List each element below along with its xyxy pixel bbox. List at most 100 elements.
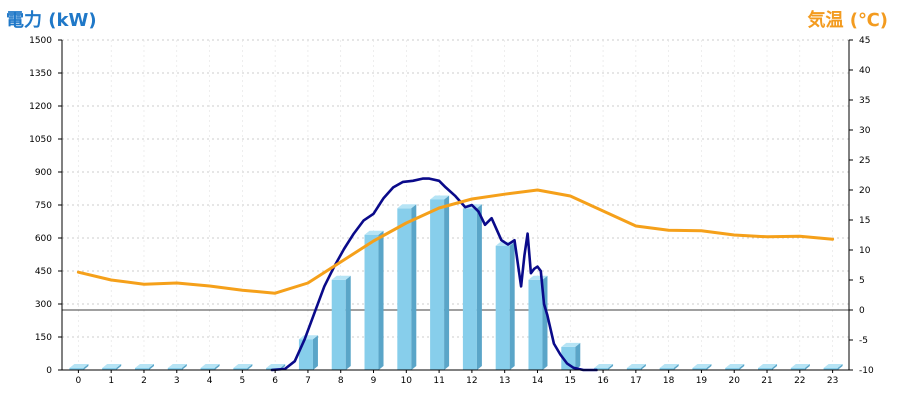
right-tick-label: 5 [859,276,865,286]
x-tick-label: 19 [696,376,708,386]
x-tick-label: 14 [532,376,544,386]
x-tick-label: 4 [207,376,213,386]
left-tick-label: 1350 [29,69,52,79]
x-tick-label: 15 [565,376,576,386]
bar-side [247,364,253,370]
bar-top [134,364,154,368]
bar-face [430,199,445,370]
bar-top [397,204,417,209]
grid-layer [62,39,849,370]
right-tick-label: 45 [859,36,870,46]
bar-face [528,279,543,370]
bar-side [214,364,220,370]
right-tick-label: 40 [859,66,871,76]
left-axis-title: 電力 (kW) [6,10,97,31]
bar-top [626,364,646,368]
right-axis-title: 気温 (℃) [807,10,888,31]
bar-face [790,368,805,370]
right-tick-label: 30 [859,126,871,136]
left-tick-label: 1200 [29,102,52,112]
bar-side [411,204,417,370]
right-tick-label: 25 [859,156,870,166]
x-tick-label: 16 [597,376,609,386]
left-tick-label: 750 [35,201,52,211]
x-tick-label: 6 [272,376,278,386]
bar [823,364,843,370]
bar-side [804,364,810,370]
bar [167,364,187,370]
bar [758,364,778,370]
bar [561,342,581,370]
x-tick-label: 22 [794,376,805,386]
x-tick-label: 21 [761,376,772,386]
bar-side [739,364,745,370]
x-tick-label: 12 [466,376,477,386]
left-tick-label: 450 [35,267,52,277]
bar [692,364,712,370]
bar-side [378,230,384,370]
right-tick-label: 0 [859,306,865,316]
x-tick-label: 23 [827,376,838,386]
x-tick-label: 9 [371,376,377,386]
bar-side [444,195,450,370]
bar-side [772,364,778,370]
left-tick-label: 1500 [29,36,52,46]
bar-face [397,208,412,370]
left-tick-label: 300 [35,300,52,310]
x-tick-label: 10 [401,376,413,386]
bar-top [561,342,581,347]
x-tick-label: 1 [108,376,114,386]
bar-face [364,234,379,370]
bar-side [575,342,581,370]
bar-face [594,368,609,370]
bar-face [134,368,149,370]
bar-face [561,346,576,370]
bar-face [102,368,117,370]
bar-top [266,364,286,368]
x-tick-label: 20 [729,376,741,386]
right-tick-label: 35 [859,96,870,106]
bar [200,364,220,370]
bar-top [725,364,745,368]
bar-face [233,368,248,370]
bar-face [331,279,346,370]
left-tick-label: 900 [35,168,52,178]
x-tick-label: 0 [76,376,82,386]
bar-side [608,364,614,370]
bar-top [233,364,253,368]
x-tick-label: 7 [305,376,311,386]
left-tick-label: 0 [46,366,52,376]
bar-face [626,368,641,370]
bar-top [594,364,614,368]
x-tick-label: 13 [499,376,510,386]
right-tick-label: 20 [859,186,871,196]
bar [134,364,154,370]
bar-face [692,368,707,370]
bar-face [758,368,773,370]
bar-top [200,364,220,368]
x-tick-label: 5 [239,376,245,386]
bar-top [102,364,122,368]
bar [462,204,482,370]
bar [528,275,548,370]
bar-face [462,208,477,370]
bar-side [509,241,515,370]
bar-top [659,364,679,368]
bar-side [181,364,187,370]
bar-side [116,364,122,370]
bar-face [200,368,215,370]
right-tick-label: -10 [859,366,874,376]
bar [725,364,745,370]
bar-layer [69,195,843,370]
bar-top [364,230,384,235]
x-tick-label: 8 [338,376,344,386]
bar [364,230,384,370]
bar-top [430,195,450,200]
left-tick-label: 1050 [29,135,52,145]
bar [659,364,679,370]
x-tick-label: 3 [174,376,180,386]
x-tick-label: 17 [630,376,641,386]
bar [298,335,318,370]
